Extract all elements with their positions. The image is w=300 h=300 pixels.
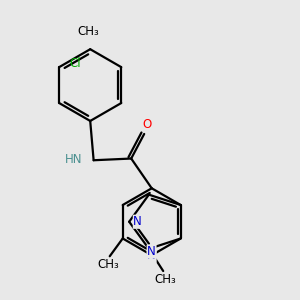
Text: CH₃: CH₃ (97, 258, 119, 271)
Text: CH₃: CH₃ (154, 273, 176, 286)
Text: N: N (147, 249, 156, 262)
Text: N: N (133, 215, 142, 228)
Text: CH₃: CH₃ (78, 25, 99, 38)
Text: N: N (147, 245, 156, 258)
Text: HN: HN (65, 153, 83, 166)
Text: Cl: Cl (69, 57, 81, 70)
Text: O: O (142, 118, 152, 131)
